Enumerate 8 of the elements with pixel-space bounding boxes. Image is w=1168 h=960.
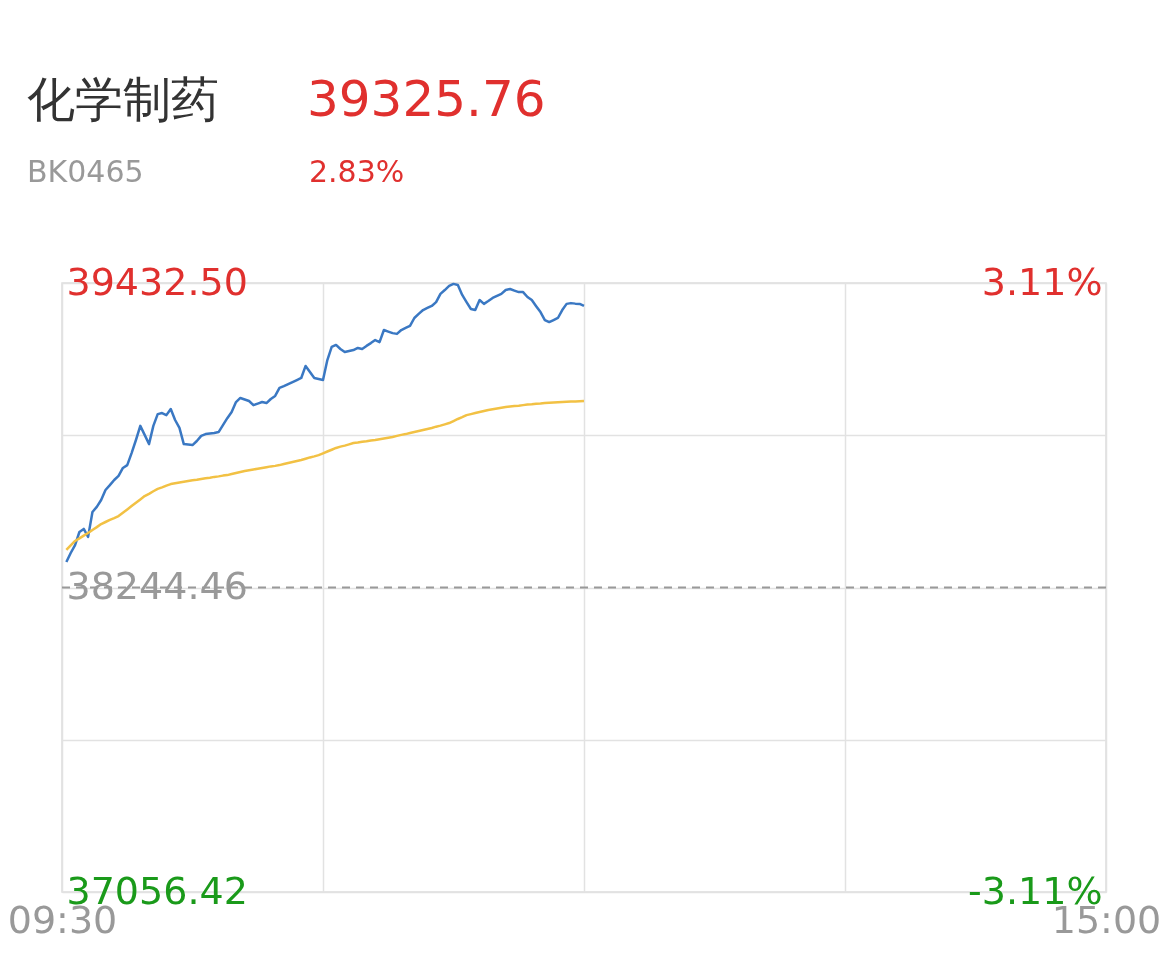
chart-title: 化学制药 (27, 70, 220, 129)
line-series (65, 399, 586, 552)
y-tick-label: 39432.50 (66, 259, 248, 304)
text: 2.83% (309, 154, 405, 189)
text: BK0465 (27, 154, 145, 189)
text: 39325.76 (307, 70, 546, 128)
y2-tick-label: 3.11% (981, 259, 1103, 304)
y-tick-label: 38244.46 (66, 564, 248, 608)
